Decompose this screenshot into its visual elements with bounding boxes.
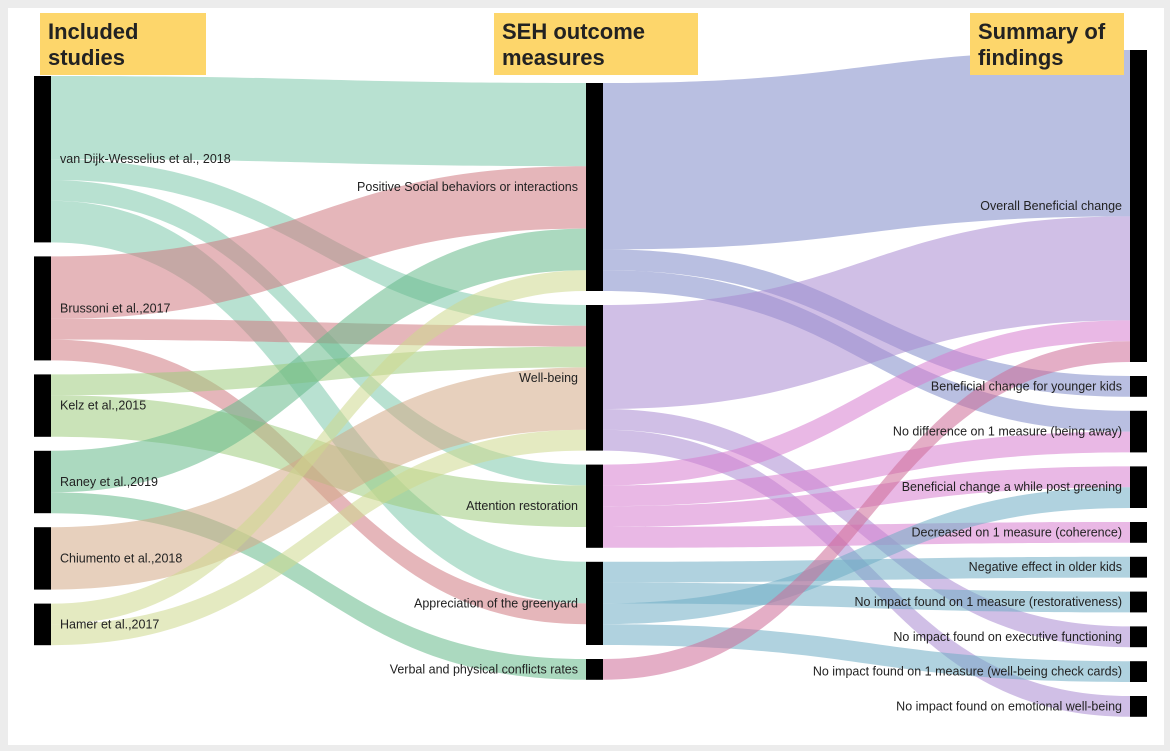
flow-ag-to-neg <box>603 556 1130 583</box>
finding-node-dec <box>1130 522 1147 543</box>
measure-node-ar <box>586 464 603 548</box>
header-seh-outcome-measures: SEH outcome measures <box>494 13 698 75</box>
measure-label-vp: Verbal and physical conflicts rates <box>390 662 578 676</box>
measure-node-wb <box>586 305 603 451</box>
header-included-studies: Included studies <box>40 13 206 75</box>
header-line-2: measures <box>502 45 605 70</box>
header-line-2: studies <box>48 45 125 70</box>
finding-node-neg <box>1130 556 1147 578</box>
flow-raney-to-vp <box>51 492 586 680</box>
header-summary-of-findings: Summary of findings <box>970 13 1124 75</box>
measure-label-ar: Attention restoration <box>466 499 578 513</box>
study-label-brussoni: Brussoni et al.,2017 <box>60 301 171 315</box>
header-line-1: SEH outcome <box>502 19 645 44</box>
flow-ag-to-nir <box>603 582 1130 613</box>
study-node-vandijk <box>34 76 51 243</box>
finding-label-nie: No impact found on executive functioning <box>893 630 1122 644</box>
study-label-hamer: Hamer et al.,2017 <box>60 617 159 631</box>
flow-ar-to-dec <box>603 522 1130 548</box>
header-line-1: Summary of <box>978 19 1106 44</box>
study-label-kelz: Kelz et al.,2015 <box>60 399 146 413</box>
study-label-raney: Raney et al.,2019 <box>60 475 158 489</box>
flow-ag-to-bcp <box>603 487 1130 625</box>
flow-brussoni-to-psb <box>51 166 586 319</box>
header-line-2: findings <box>978 45 1064 70</box>
finding-label-bcp: Beneficial change a while post greening <box>902 480 1122 494</box>
diagram-frame: Included studies SEH outcome measures Su… <box>8 8 1164 745</box>
finding-label-nd1: No difference on 1 measure (being away) <box>893 425 1122 439</box>
flow-chiumento-to-wb <box>51 367 586 590</box>
study-node-chiumento <box>34 527 51 590</box>
header-box <box>970 13 1124 75</box>
sankey-labels: van Dijk-Wesselius et al., 2018 Brussoni … <box>60 152 1122 713</box>
finding-node-nie <box>1130 626 1147 648</box>
study-label-vandijk: van Dijk-Wesselius et al., 2018 <box>60 152 231 166</box>
measure-label-psb: Positive Social behaviors or interaction… <box>357 180 578 194</box>
finding-node-nd1 <box>1130 410 1147 453</box>
study-node-kelz <box>34 374 51 437</box>
finding-label-dec: Decreased on 1 measure (coherence) <box>911 525 1122 539</box>
study-node-raney <box>34 450 51 514</box>
measure-label-ag: Appreciation of the greenyard <box>414 596 578 610</box>
finding-node-bcp <box>1130 466 1147 508</box>
finding-node-byk <box>1130 376 1147 397</box>
measure-finding-links <box>603 50 1130 717</box>
sankey-diagram: Included studies SEH outcome measures Su… <box>34 13 1147 717</box>
flow-hamer-to-wb <box>51 429 586 646</box>
header-box <box>494 13 698 75</box>
sankey-nodes <box>34 50 1147 717</box>
flow-ar-to-obc <box>603 320 1130 486</box>
flow-psb-to-obc <box>603 50 1130 250</box>
header-line-1: Included <box>48 19 138 44</box>
finding-node-obc <box>1130 50 1147 362</box>
study-node-brussoni <box>34 256 51 361</box>
finding-node-nem <box>1130 696 1147 717</box>
study-measure-links <box>51 76 586 680</box>
flow-vandijk-to-ag <box>51 200 586 604</box>
flow-vp-to-obc <box>603 341 1130 680</box>
study-node-hamer <box>34 603 51 646</box>
header-box <box>40 13 206 75</box>
finding-node-nir <box>1130 591 1147 613</box>
flow-vandijk-to-psb <box>51 76 586 167</box>
finding-label-nir: No impact found on 1 measure (restorativ… <box>855 595 1123 609</box>
finding-label-neg: Negative effect in older kids <box>969 560 1122 574</box>
measure-node-psb <box>586 83 603 291</box>
finding-label-nem: No impact found on emotional well-being <box>896 699 1122 713</box>
flow-wb-to-obc <box>603 216 1130 409</box>
finding-label-byk: Beneficial change for younger kids <box>931 379 1122 393</box>
flow-ar-to-nd1 <box>603 431 1130 507</box>
study-label-chiumento: Chiumento et al.,2018 <box>60 551 182 565</box>
flow-hamer-to-psb <box>51 270 586 625</box>
measure-node-ag <box>586 561 603 645</box>
measure-label-wb: Well-being <box>519 371 578 385</box>
finding-label-niw: No impact found on 1 measure (well-being… <box>813 665 1122 679</box>
flow-raney-to-psb <box>51 228 586 493</box>
measure-node-vp <box>586 659 603 680</box>
finding-node-niw <box>1130 661 1147 682</box>
finding-label-obc: Overall Beneficial change <box>980 199 1122 213</box>
flow-ar-to-bcp <box>603 466 1130 527</box>
